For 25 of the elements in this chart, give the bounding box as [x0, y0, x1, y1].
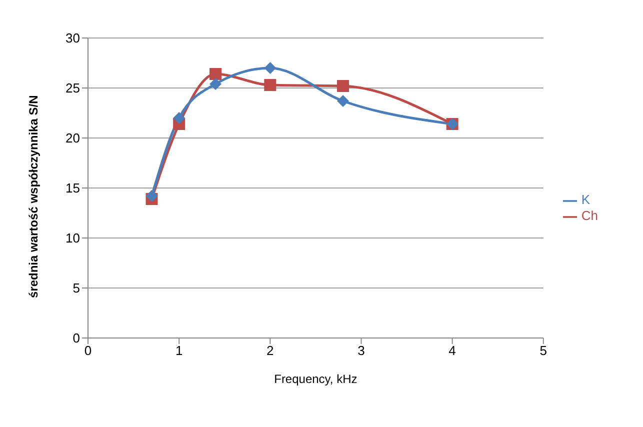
x-tick-label: 4: [448, 343, 456, 358]
legend-label: K: [581, 192, 590, 208]
point: [146, 190, 158, 202]
x-tick-label: 5: [540, 343, 547, 358]
x-tick-label: 0: [84, 343, 92, 358]
x-tick-label: 1: [175, 343, 183, 358]
legend-label: Ch: [581, 208, 598, 223]
point: [337, 95, 350, 107]
point: [210, 78, 222, 90]
y-tick-label: 25: [66, 80, 80, 96]
x-axis-title: Frequency, kHz: [274, 372, 358, 386]
x-tick-label: 3: [358, 343, 365, 358]
x-tick-label: 2: [266, 343, 274, 358]
point: [210, 68, 222, 80]
point: [173, 112, 186, 124]
y-tick-label: 30: [66, 30, 80, 46]
y-tick-label: 10: [66, 230, 80, 246]
y-tick-label: 20: [66, 130, 80, 146]
y-tick-label: 15: [66, 180, 80, 196]
point: [264, 62, 276, 74]
y-tick-label: 5: [72, 280, 80, 296]
point: [337, 80, 350, 92]
y-tick-label: 0: [72, 330, 80, 346]
y-axis-title: średnia wartość współczynnika S/N: [26, 95, 40, 298]
point: [264, 79, 276, 91]
